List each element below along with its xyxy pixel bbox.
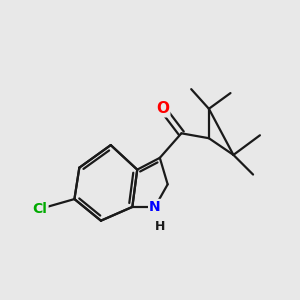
Text: H: H (154, 220, 165, 233)
Text: N: N (149, 200, 161, 214)
Text: Cl: Cl (33, 202, 47, 216)
Text: O: O (156, 101, 169, 116)
